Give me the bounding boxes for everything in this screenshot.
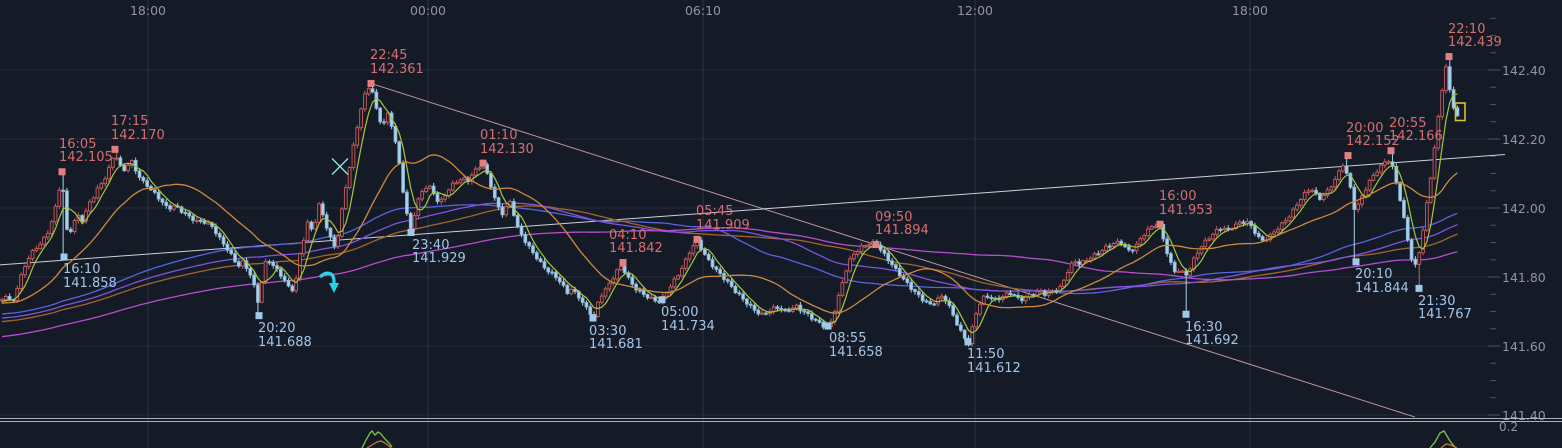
pivot-marker[interactable]: [111, 145, 119, 153]
pivot-marker[interactable]: [658, 296, 666, 304]
current-candle-box: [1454, 102, 1466, 122]
price-axis-ticks: [1488, 17, 1500, 416]
pivot-marker[interactable]: [1415, 284, 1423, 292]
pivot-marker[interactable]: [1352, 258, 1360, 266]
cursor-crosshair-icon: [331, 158, 349, 175]
pivot-marker[interactable]: [824, 322, 832, 330]
gridlines: [0, 0, 1488, 448]
ma-line-185[interactable]: [1, 226, 1458, 338]
pivot-marker[interactable]: [1156, 220, 1164, 228]
pivot-marker[interactable]: [60, 253, 68, 261]
sub-panel-curve: [1440, 443, 1458, 448]
pivot-marker[interactable]: [589, 314, 597, 322]
sub-panel-curve: [1429, 430, 1457, 448]
pivot-marker[interactable]: [1182, 310, 1190, 318]
pivot-marker[interactable]: [407, 228, 415, 236]
candlestick-series[interactable]: [0, 56, 1460, 347]
pivot-marker[interactable]: [479, 159, 487, 167]
pivot-marker[interactable]: [367, 79, 375, 87]
down-arrow-icon: [318, 271, 339, 293]
pivot-marker[interactable]: [1387, 147, 1395, 155]
ma-line-115[interactable]: [1, 202, 1458, 319]
ma-line-24[interactable]: [1, 154, 1458, 314]
pivot-marker[interactable]: [693, 235, 701, 243]
panel-separator-line[interactable]: [0, 421, 1562, 422]
pivot-marker[interactable]: [1445, 53, 1453, 61]
pivot-marker[interactable]: [619, 259, 627, 267]
subpanel-axis-label: 0.2: [1499, 420, 1519, 434]
sub-panel-curve: [366, 440, 392, 448]
ma-line-5[interactable]: [1, 93, 1458, 334]
panel-separator[interactable]: [0, 418, 1562, 419]
pivot-marker[interactable]: [964, 338, 972, 346]
sub-panel-curve: [361, 430, 393, 448]
pivot-marker[interactable]: [58, 168, 66, 176]
ma-line-96[interactable]: [1, 204, 1458, 315]
trendline[interactable]: [370, 82, 1416, 418]
pivot-marker[interactable]: [255, 312, 263, 320]
pivot-marker[interactable]: [1344, 152, 1352, 160]
pivot-marker[interactable]: [872, 241, 880, 249]
